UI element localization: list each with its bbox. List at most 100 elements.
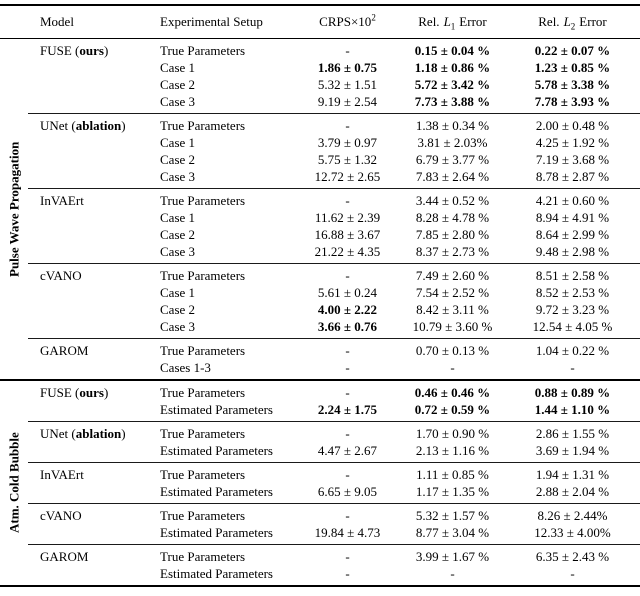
table-row: Case 3 21.22 ± 4.35 8.37 ± 2.73 % 9.48 ± 2.… (160, 243, 640, 260)
rel-l2-cell: 8.64 ± 2.99 % (535, 227, 610, 242)
model-group: UNet (ablation) True Parameters -1.38 ± 0.… (28, 113, 640, 188)
setup-cell: Cases 1-3 (160, 360, 211, 375)
error-text: Error (459, 14, 487, 29)
model-group: InVAErt True Parameters - 1.11 ± 0.85 % 1.94… (28, 462, 640, 503)
group-rows: True Parameters - 3.44 ± 0.52 % 4.21 ± 0.60… (160, 192, 640, 260)
setup-cell: Case 3 (160, 319, 196, 334)
model-name: UNet (ablation) (28, 117, 160, 185)
rel-l1-cell: 5.72 ± 3.42 % (414, 77, 491, 92)
rel-l1-cell: 1.11 ± 0.85 % (416, 467, 489, 482)
table-row: Case 2 4.00 ± 2.22 8.42 ± 3.11 % 9.72 ± 3.2… (160, 301, 640, 318)
setup-cell: Estimated Parameters (160, 566, 273, 581)
rel-l1-cell: 7.49 ± 2.60 % (415, 268, 490, 283)
setup-cell: Case 3 (160, 94, 196, 109)
rel-l2-cell: - (570, 566, 575, 581)
rel-l2-cell: 1.23 ± 0.85 % (534, 60, 611, 75)
rel-l1-cell: 3.81 ± 2.03% (417, 135, 488, 150)
table-row: Case 3 3.66 ± 0.76 10.79 ± 3.60 % 12.54 ± 4… (160, 318, 640, 335)
model-name: cVANO (28, 507, 160, 541)
setup-cell: Case 1 (160, 210, 196, 225)
rel-l2-cell: 4.25 ± 1.92 % (535, 135, 610, 150)
group-rows: True Parameters - 5.32 ± 1.57 % 8.26 ± 2.44… (160, 507, 640, 541)
l2-letter: L (563, 14, 571, 29)
model-name-part: UNet ( (40, 118, 76, 133)
rel-l1-cell: 0.70 ± 0.13 % (415, 343, 490, 358)
group-rows: True Parameters - 1.11 ± 0.85 % 1.94 ± 1.31… (160, 466, 640, 500)
rel-l1-cell: 0.72 ± 0.59 % (414, 402, 491, 417)
rel-l2-cell: 7.19 ± 3.68 % (535, 152, 610, 167)
rel-l1-cell: 1.70 ± 0.90 % (415, 426, 490, 441)
model-name-part: FUSE ( (40, 385, 80, 400)
crps-cell: 4.00 ± 2.22 (317, 302, 378, 317)
table-row: True Parameters - 1.70 ± 0.90 % 2.86 ± 1.55… (160, 425, 640, 442)
rel-l2-cell: 1.04 ± 0.22 % (535, 343, 610, 358)
rel-l2-cell: 3.69 ± 1.94 % (535, 443, 610, 458)
rel-l1-cell: 6.79 ± 3.77 % (415, 152, 490, 167)
setup-cell: True Parameters (160, 193, 246, 208)
crps-cell: 2.24 ± 1.75 (317, 402, 378, 417)
rel-l1-cell: 0.15 ± 0.04 % (414, 43, 491, 58)
crps-cell: 12.72 ± 2.65 (314, 169, 381, 184)
setup-cell: Case 3 (160, 169, 196, 184)
setup-cell: Case 3 (160, 244, 196, 259)
model-group: InVAErt True Parameters - 3.44 ± 0.52 % 4.21… (28, 188, 640, 263)
model-name-part: InVAErt (40, 467, 84, 482)
model-name-part: ) (103, 385, 109, 400)
error-text: Error (579, 14, 607, 29)
col-header-rel-l1-error: Rel. L1 Error (395, 13, 510, 31)
group-rows: True Parameters - 0.70 ± 0.13 % 1.04 ± 0.22… (160, 342, 640, 376)
table-row: Case 2 5.32 ± 1.51 5.72 ± 3.42 % 5.78 ± 3.3… (160, 76, 640, 93)
table-row: True Parameters - 0.46 ± 0.46 % 0.88 ± 0.89… (160, 384, 640, 401)
rel-l1-cell: 7.83 ± 2.64 % (415, 169, 490, 184)
group-rows: True Parameters - 1.70 ± 0.90 % 2.86 ± 1.55… (160, 425, 640, 459)
setup-cell: Case 2 (160, 227, 196, 242)
section-label: Atm. Cold Bubble (6, 432, 22, 534)
table-row: Case 3 9.19 ± 2.54 7.73 ± 3.88 % 7.78 ± 3.9… (160, 93, 640, 110)
rel-l2-cell: 7.78 ± 3.93 % (534, 94, 611, 109)
model-group: GAROM True Parameters - 0.70 ± 0.13 % 1.04 ±… (28, 338, 640, 379)
setup-cell: True Parameters (160, 508, 246, 523)
rel-l1-cell: 8.37 ± 2.73 % (415, 244, 490, 259)
model-name-part: InVAErt (40, 193, 84, 208)
l1-letter: L (443, 14, 451, 29)
crps-cell: - (345, 549, 350, 564)
rel-l2-cell: 5.78 ± 3.38 % (534, 77, 611, 92)
table-row: True Parameters - 0.70 ± 0.13 % 1.04 ± 0.22… (160, 342, 640, 359)
setup-cell: True Parameters (160, 385, 246, 400)
table-row: Estimated Parameters 4.47 ± 2.67 2.13 ± 1.… (160, 442, 640, 459)
crps-cell: - (345, 467, 350, 482)
rel-l2-cell: 1.44 ± 1.10 % (534, 402, 611, 417)
rel-l1-cell: 8.77 ± 3.04 % (415, 525, 490, 540)
rel-l1-cell: 3.99 ± 1.67 % (415, 549, 490, 564)
results-table: Model Experimental Setup CRPS×102 Rel. L1… (0, 4, 640, 587)
rel-l1-cell: 5.32 ± 1.57 % (415, 508, 490, 523)
rel-l2-cell: 2.00 ± 0.48 % (535, 118, 610, 133)
setup-cell: Estimated Parameters (160, 402, 273, 417)
setup-cell: Case 2 (160, 152, 196, 167)
section: Pulse Wave Propagation FUSE (ours) True Pa… (0, 39, 640, 379)
model-name-part: ablation (75, 426, 122, 441)
model-name: UNet (ablation) (28, 425, 160, 459)
model-name: GAROM (28, 342, 160, 376)
rel-l1-cell: 3.44 ± 0.52 % (415, 193, 490, 208)
crps-cell: 19.84 ± 4.73 (314, 525, 381, 540)
setup-cell: Case 1 (160, 285, 196, 300)
col-header-rel-l2-error: Rel. L2 Error (510, 13, 635, 31)
table-row: Cases 1-3 - - - (160, 359, 640, 376)
rel-l2-cell: 12.54 ± 4.05 % (532, 319, 613, 334)
rel-l2-cell: 1.94 ± 1.31 % (535, 467, 610, 482)
group-rows: True Parameters - 0.15 ± 0.04 % 0.22 ± 0.07… (160, 42, 640, 110)
table-row: Case 1 1.86 ± 0.75 1.18 ± 0.86 % 1.23 ± 0.8… (160, 59, 640, 76)
rel-l2-cell: - (570, 360, 575, 375)
section-label: Pulse Wave Propagation (6, 141, 22, 277)
rel-l1-cell: 0.46 ± 0.46 % (414, 385, 491, 400)
table-header: Model Experimental Setup CRPS×102 Rel. L1… (0, 6, 640, 39)
model-name-part: FUSE ( (40, 43, 80, 58)
rel-l1-cell: - (450, 360, 455, 375)
setup-cell: Estimated Parameters (160, 443, 273, 458)
table-row: True Parameters - 7.49 ± 2.60 % 8.51 ± 2.58… (160, 267, 640, 284)
table-row: Case 2 16.88 ± 3.67 7.85 ± 2.80 % 8.64 ± 2.… (160, 226, 640, 243)
crps-cell: 11.62 ± 2.39 (314, 210, 381, 225)
crps-cell: - (345, 426, 350, 441)
